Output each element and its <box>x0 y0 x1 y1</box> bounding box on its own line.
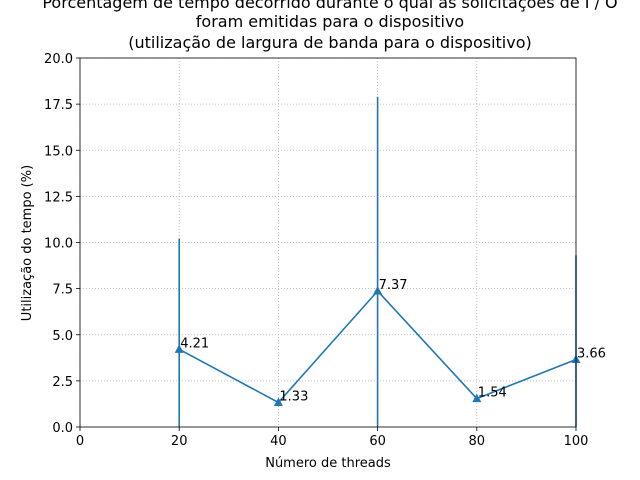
x-axis-label: Número de threads <box>265 456 391 471</box>
y-tick-label: 15.0 <box>44 144 73 159</box>
chart-title-line-3: (utilização de largura de banda para o d… <box>128 33 532 52</box>
y-tick-label: 12.5 <box>44 190 73 205</box>
data-label: 3.66 <box>577 346 606 361</box>
y-axis-label: Utilização do tempo (%) <box>20 165 35 321</box>
data-label: 1.54 <box>478 386 507 401</box>
data-labels: 4.21 1.33 7.37 1.54 3.66 <box>180 278 606 404</box>
data-label: 1.33 <box>279 389 308 404</box>
x-tick-label: 100 <box>564 434 589 449</box>
data-label: 4.21 <box>180 336 209 351</box>
chart-title-line-2: foram emitidas para o dispositivo <box>196 12 464 31</box>
x-tick-label: 80 <box>469 434 486 449</box>
data-point-marker <box>174 344 184 353</box>
y-tick-label: 5.0 <box>52 329 73 344</box>
data-label: 7.37 <box>379 278 408 293</box>
x-tick-label: 20 <box>171 434 188 449</box>
plot-frame <box>79 57 577 428</box>
y-axis-ticks: 0.0 2.5 5.0 7.5 10.0 12.5 15.0 17.5 20.0 <box>44 52 80 436</box>
y-tick-label: 10.0 <box>44 237 73 252</box>
y-tick-label: 0.0 <box>52 421 73 436</box>
data-point-marker <box>273 397 283 406</box>
x-axis-ticks: 0 20 40 60 80 100 <box>76 427 589 449</box>
y-tick-label: 17.5 <box>44 98 73 113</box>
x-tick-label: 0 <box>76 434 84 449</box>
series <box>174 286 581 406</box>
chart-title: Porcentagem de tempo decorrido durante o… <box>42 0 617 52</box>
x-tick-label: 60 <box>369 434 386 449</box>
y-tick-label: 7.5 <box>52 283 73 298</box>
plot-area-border <box>79 57 577 428</box>
chart-title-line-1: Porcentagem de tempo decorrido durante o… <box>42 0 617 12</box>
y-tick-label: 2.5 <box>52 375 73 390</box>
data-point-marker <box>472 393 482 403</box>
grid <box>79 57 577 428</box>
x-tick-label: 40 <box>270 434 287 449</box>
data-point-marker <box>373 286 383 295</box>
error-bars <box>178 96 577 427</box>
y-tick-label: 20.0 <box>44 52 73 67</box>
